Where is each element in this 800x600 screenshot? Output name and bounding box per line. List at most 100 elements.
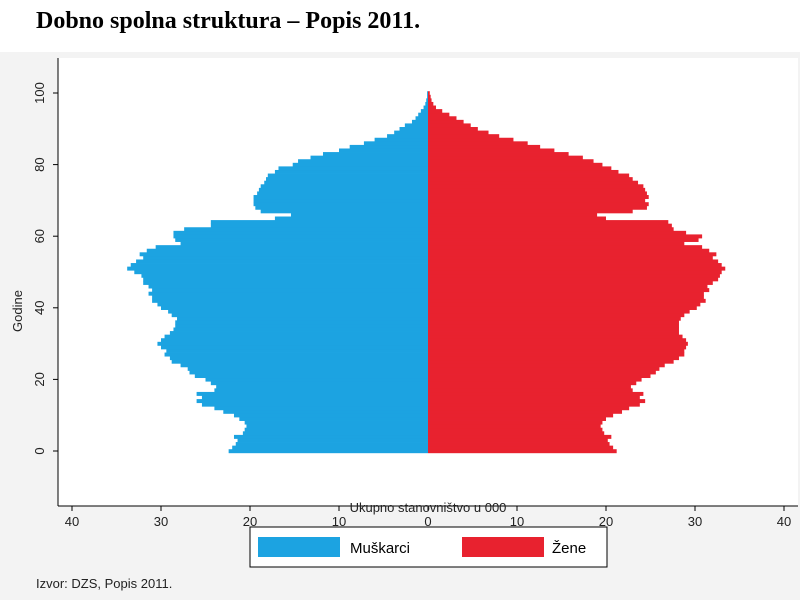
bar-female-age-27 bbox=[428, 352, 685, 357]
x-tick-label-3: 10 bbox=[332, 514, 346, 529]
bar-female-age-76 bbox=[428, 177, 633, 182]
bar-male-age-25 bbox=[171, 359, 428, 364]
bar-male-age-67 bbox=[260, 209, 428, 214]
bar-male-age-69 bbox=[253, 202, 428, 207]
bar-male-age-61 bbox=[173, 230, 428, 235]
y-tick-label-5: 100 bbox=[32, 82, 47, 104]
bar-male-age-15 bbox=[201, 395, 428, 400]
x-axis-title: Ukupno stanovništvo u 000 bbox=[350, 500, 507, 515]
bar-male-age-59 bbox=[175, 237, 428, 242]
bar-female-age-25 bbox=[428, 359, 674, 364]
bar-male-age-74 bbox=[260, 184, 428, 189]
bar-female-age-84 bbox=[428, 148, 555, 153]
bar-male-age-33 bbox=[169, 331, 428, 336]
bar-male-age-7 bbox=[246, 424, 428, 429]
bar-male-age-23 bbox=[187, 366, 428, 371]
bar-male-age-77 bbox=[267, 173, 428, 178]
bar-male-age-37 bbox=[177, 316, 428, 321]
bar-male-age-83 bbox=[322, 152, 428, 157]
bar-male-age-86 bbox=[363, 141, 428, 146]
bar-male-age-81 bbox=[298, 159, 428, 164]
bar-male-age-31 bbox=[161, 338, 428, 343]
bar-female-age-3 bbox=[428, 438, 608, 443]
bar-female-age-72 bbox=[428, 191, 647, 196]
bar-female-age-48 bbox=[428, 277, 719, 282]
x-tick-label-4: 0 bbox=[424, 514, 431, 529]
y-tick-label-2: 40 bbox=[32, 301, 47, 315]
bar-male-age-96 bbox=[423, 105, 428, 110]
bar-female-age-0 bbox=[428, 449, 617, 454]
bar-male-age-12 bbox=[214, 406, 428, 411]
bar-female-age-2 bbox=[428, 442, 610, 447]
source-note: Izvor: DZS, Popis 2011. bbox=[36, 576, 173, 591]
bar-male-age-40 bbox=[161, 306, 428, 310]
bar-female-age-63 bbox=[428, 223, 672, 228]
x-tick-label-2: 20 bbox=[243, 514, 257, 529]
bar-female-age-65 bbox=[428, 216, 606, 221]
bar-female-age-66 bbox=[428, 212, 598, 217]
slide-title: Dobno spolna struktura – Popis 2011. bbox=[36, 8, 421, 34]
bar-female-age-19 bbox=[428, 381, 637, 386]
bar-male-age-93 bbox=[415, 116, 428, 121]
bar-male-age-21 bbox=[194, 374, 428, 379]
bar-male-age-42 bbox=[152, 298, 428, 303]
bar-male-age-16 bbox=[196, 391, 428, 396]
bar-male-age-20 bbox=[205, 377, 428, 382]
y-axis-title: Godine bbox=[10, 290, 25, 332]
legend: Muškarci Žene bbox=[249, 526, 608, 568]
bar-female-age-82 bbox=[428, 155, 583, 160]
bar-female-age-14 bbox=[428, 399, 646, 404]
bar-female-age-96 bbox=[428, 105, 437, 110]
x-tick-label-7: 30 bbox=[688, 514, 702, 529]
y-tick-label-0: 0 bbox=[32, 447, 47, 454]
bar-female-age-38 bbox=[428, 313, 685, 318]
y-tick-label-1: 20 bbox=[32, 372, 47, 386]
bar-female-age-45 bbox=[428, 288, 710, 293]
legend-label-muskarci: Muškarci bbox=[350, 540, 410, 557]
bar-male-age-62 bbox=[184, 227, 428, 232]
bar-male-age-45 bbox=[152, 288, 428, 293]
bar-male-age-89 bbox=[394, 130, 428, 135]
bar-female-age-44 bbox=[428, 291, 704, 296]
bar-male-age-56 bbox=[146, 248, 428, 253]
x-tick-label-6: 20 bbox=[599, 514, 613, 529]
bar-female-age-42 bbox=[428, 298, 706, 303]
bar-female-age-87 bbox=[428, 137, 514, 142]
bar-female-age-29 bbox=[428, 345, 687, 350]
bar-female-age-9 bbox=[428, 416, 606, 421]
legend-swatch-muskarci bbox=[258, 537, 340, 557]
bar-male-age-73 bbox=[258, 187, 428, 192]
bar-female-age-41 bbox=[428, 302, 701, 307]
bar-female-age-61 bbox=[428, 230, 687, 235]
bar-female-age-40 bbox=[428, 306, 697, 310]
bar-male-age-75 bbox=[264, 180, 428, 185]
bar-female-age-60 bbox=[428, 234, 703, 239]
bar-male-age-1 bbox=[232, 445, 428, 450]
bar-female-age-6 bbox=[428, 427, 603, 432]
bar-male-age-30 bbox=[157, 341, 428, 346]
bar-male-age-58 bbox=[180, 241, 428, 246]
bar-male-age-94 bbox=[418, 112, 428, 117]
bar-male-age-78 bbox=[274, 169, 428, 174]
bar-female-age-59 bbox=[428, 237, 699, 242]
bar-female-age-37 bbox=[428, 316, 681, 321]
bar-female-age-21 bbox=[428, 374, 651, 379]
bar-male-age-43 bbox=[152, 295, 428, 300]
bar-female-age-18 bbox=[428, 384, 631, 389]
x-tick-label-1: 30 bbox=[154, 514, 168, 529]
bar-male-age-32 bbox=[164, 334, 428, 339]
bar-male-age-80 bbox=[292, 162, 428, 167]
bar-female-age-86 bbox=[428, 141, 528, 146]
bar-female-age-26 bbox=[428, 356, 679, 361]
bar-male-age-34 bbox=[173, 327, 428, 332]
bar-male-age-98 bbox=[426, 98, 428, 103]
x-tick-label-8: 40 bbox=[777, 514, 791, 529]
bar-female-age-22 bbox=[428, 370, 656, 375]
bar-female-age-17 bbox=[428, 388, 633, 393]
bar-male-age-53 bbox=[136, 259, 428, 264]
bar-female-age-24 bbox=[428, 363, 665, 368]
bar-female-age-64 bbox=[428, 220, 669, 225]
bar-male-age-60 bbox=[173, 234, 428, 239]
bar-female-age-15 bbox=[428, 395, 640, 400]
